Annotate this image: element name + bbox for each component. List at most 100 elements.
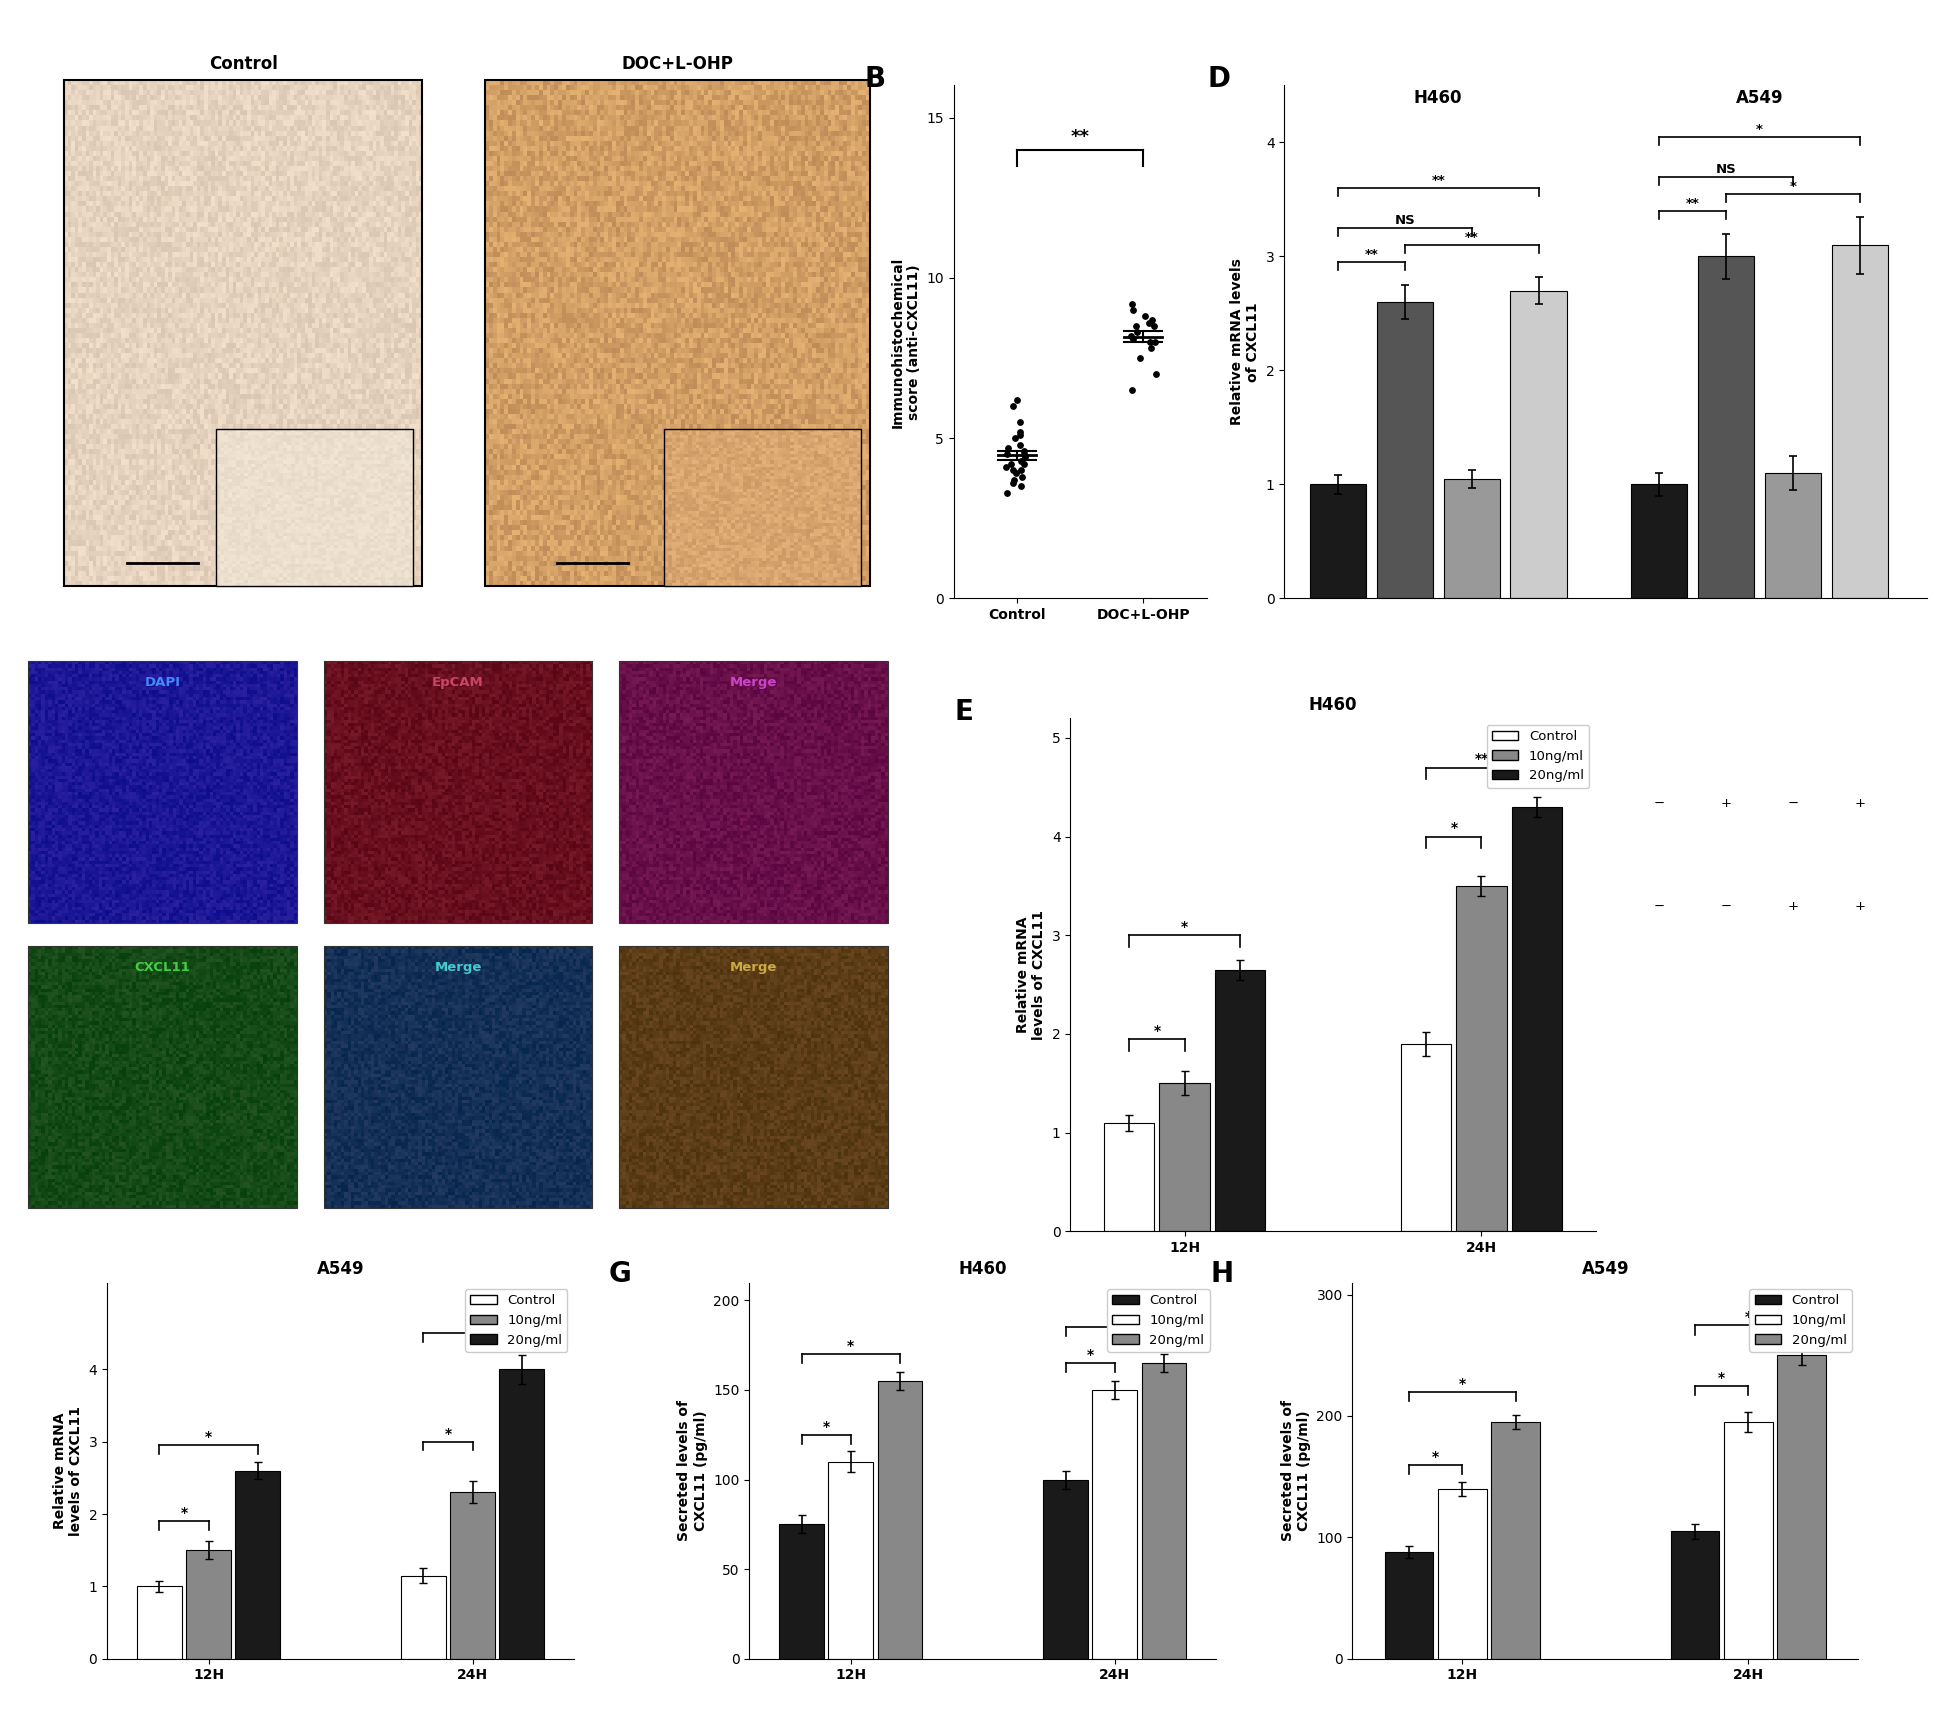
Title: A549: A549	[1582, 1260, 1629, 1277]
Bar	[1456, 886, 1506, 1231]
Point	[1121, 318, 1152, 345]
Bar	[485, 80, 870, 587]
Point	[1006, 457, 1037, 484]
Legend: Control, 10ng/ml, 20ng/ml: Control, 10ng/ml, 20ng/ml	[1749, 1289, 1853, 1353]
Text: H460: H460	[1415, 89, 1463, 106]
Text: **: **	[1685, 197, 1699, 210]
Text: +: +	[1533, 797, 1543, 811]
Text: −: −	[1333, 797, 1343, 811]
Text: +: +	[1720, 797, 1732, 811]
Text: Merge: Merge	[730, 961, 776, 975]
Text: *: *	[1746, 1310, 1751, 1324]
Point	[1117, 376, 1148, 404]
Y-axis label: Secreted levels of
CXCL11 (pg/ml): Secreted levels of CXCL11 (pg/ml)	[677, 1400, 708, 1541]
Point	[1117, 291, 1148, 318]
Text: NS: NS	[1395, 214, 1415, 227]
Text: **: **	[1475, 752, 1489, 766]
Text: *: *	[1460, 1377, 1465, 1390]
Point	[992, 479, 1024, 506]
Bar	[829, 1462, 874, 1659]
Text: **: **	[1364, 248, 1378, 262]
Bar	[1401, 1043, 1452, 1231]
Point	[1004, 409, 1035, 436]
Text: −: −	[1465, 797, 1477, 811]
Text: +: +	[1855, 797, 1864, 811]
Bar	[450, 1493, 494, 1659]
Legend: Control, 10ng/ml, 20ng/ml: Control, 10ng/ml, 20ng/ml	[465, 1289, 568, 1353]
Text: *: *	[1086, 1347, 1094, 1363]
Text: *: *	[823, 1419, 829, 1435]
Bar	[664, 429, 860, 587]
Bar	[1672, 1530, 1720, 1659]
Text: *: *	[181, 1507, 187, 1520]
Bar	[1444, 479, 1500, 598]
Bar	[64, 80, 422, 587]
Text: −: −	[1786, 797, 1798, 811]
Text: *: *	[204, 1430, 212, 1445]
Text: *: *	[1755, 123, 1763, 137]
Text: +: +	[1399, 797, 1411, 811]
Text: **: **	[1070, 128, 1090, 147]
Text: Merge: Merge	[730, 675, 776, 689]
Bar	[619, 662, 887, 923]
Text: Control: Control	[208, 55, 278, 74]
Bar	[1491, 1423, 1539, 1659]
Bar	[1512, 807, 1563, 1231]
Title: H460: H460	[959, 1260, 1006, 1277]
Bar	[1142, 1363, 1187, 1659]
Point	[1000, 386, 1031, 414]
Point	[1117, 325, 1148, 352]
Legend: Control, 10ng/ml, 20ng/ml: Control, 10ng/ml, 20ng/ml	[1487, 725, 1590, 788]
Point	[994, 450, 1026, 477]
Bar	[29, 662, 298, 923]
Bar	[1765, 474, 1821, 598]
Bar	[1092, 1390, 1136, 1659]
Point	[996, 469, 1027, 496]
Point	[1135, 310, 1166, 337]
Text: A549: A549	[1736, 89, 1783, 106]
Point	[1138, 313, 1170, 340]
Text: *: *	[1788, 180, 1796, 193]
Bar	[1631, 484, 1687, 598]
Bar	[1438, 1489, 1487, 1659]
Point	[1006, 463, 1037, 491]
Point	[991, 441, 1022, 469]
Text: +: +	[1855, 899, 1864, 913]
Point	[991, 453, 1022, 481]
Text: Merge: Merge	[434, 961, 483, 975]
Bar	[136, 1587, 181, 1659]
Bar	[1160, 1082, 1210, 1231]
Text: −: −	[1654, 797, 1664, 811]
Text: D: D	[1207, 65, 1230, 92]
Text: H: H	[1210, 1260, 1234, 1288]
Bar	[778, 1524, 823, 1659]
Point	[1125, 344, 1156, 371]
Text: DOC: DOC	[1282, 797, 1314, 811]
Point	[1008, 441, 1039, 469]
Text: *: *	[1181, 920, 1189, 934]
Point	[992, 434, 1024, 462]
Text: DAPI: DAPI	[144, 675, 181, 689]
Text: **: **	[1432, 174, 1446, 188]
Point	[1004, 431, 1035, 458]
Bar	[29, 946, 298, 1207]
Bar	[878, 1382, 922, 1659]
Y-axis label: Immunohistochemical
score (anti-CXCL11): Immunohistochemical score (anti-CXCL11)	[891, 256, 920, 428]
Point	[1004, 421, 1035, 448]
Point	[1010, 443, 1041, 470]
Bar	[216, 429, 413, 587]
Text: **: **	[1465, 231, 1479, 245]
Point	[1138, 328, 1170, 356]
Bar	[1724, 1423, 1773, 1659]
Text: *: *	[1718, 1371, 1726, 1385]
Text: −: −	[1720, 899, 1732, 913]
Bar	[1103, 1123, 1154, 1231]
Text: EpCAM: EpCAM	[432, 675, 485, 689]
Text: +: +	[1533, 899, 1543, 913]
Bar	[1510, 291, 1567, 598]
Bar	[187, 1551, 232, 1659]
Text: −: −	[1654, 899, 1664, 913]
Bar	[1214, 970, 1265, 1231]
Point	[1129, 303, 1160, 330]
Text: E: E	[955, 698, 973, 725]
